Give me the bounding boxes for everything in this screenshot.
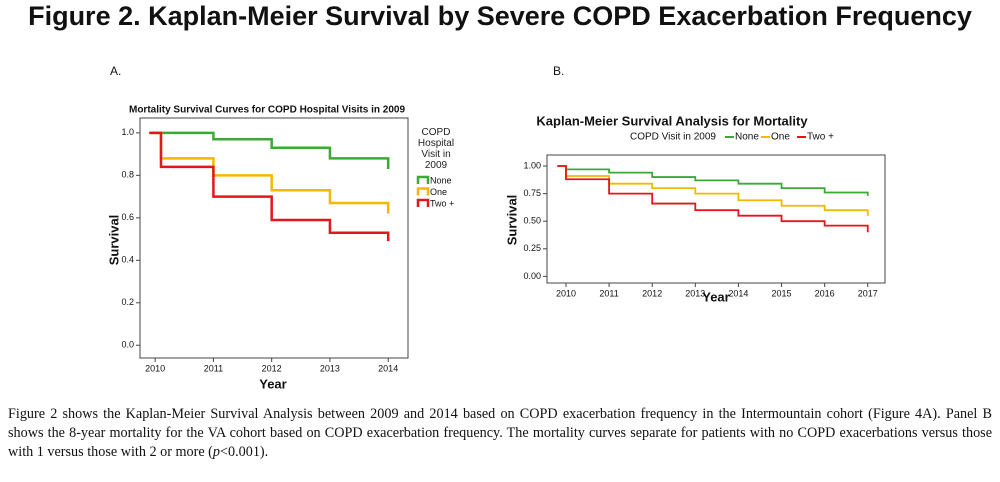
x-tick-label: 2010 — [556, 288, 576, 298]
caption: Figure 2 shows the Kaplan-Meier Survival… — [8, 405, 992, 462]
y-tick-label: 1.0 — [121, 127, 134, 137]
legend-label: One — [771, 132, 790, 143]
caption-text: Figure 2 shows the Kaplan-Meier Survival… — [8, 406, 992, 460]
survival-curve — [557, 165, 869, 216]
y-axis-label: Survival — [106, 215, 121, 266]
x-tick-label: 2011 — [204, 363, 223, 373]
y-tick-label: 0.50 — [523, 216, 541, 226]
survival-curve — [557, 165, 869, 233]
x-tick-label: 2016 — [815, 288, 835, 298]
x-tick-label: 2014 — [728, 288, 748, 298]
caption-text: <0.001). — [220, 444, 269, 460]
plot-frame — [139, 117, 409, 359]
legend-label: None — [735, 132, 759, 143]
x-tick-label: 2012 — [642, 288, 662, 298]
y-tick-label: 0.75 — [523, 188, 541, 198]
y-axis-label: Survival — [504, 195, 519, 246]
panel-label: B. — [553, 64, 564, 78]
figure-title: Figure 2. Kaplan-Meier Survival by Sever… — [28, 1, 972, 31]
legend-swatch — [416, 175, 430, 184]
y-tick-label: 0.8 — [121, 170, 134, 180]
legend-label: None — [430, 175, 452, 185]
caption-italic: p — [212, 444, 220, 460]
figure: Figure 2. Kaplan-Meier Survival by Sever… — [28, 1, 972, 391]
panel-label: A. — [110, 64, 121, 78]
survival-curve — [557, 165, 869, 196]
legend-title: COPD Visit in 2009 — [630, 132, 716, 143]
x-tick-label: 2012 — [262, 363, 282, 373]
legend-swatch — [416, 198, 430, 207]
x-axis-label: Year — [259, 376, 286, 391]
legend-title: COPD Hospital Visit in 2009 — [417, 127, 455, 171]
legend-label: Two + — [430, 198, 454, 208]
legend-label: One — [430, 187, 447, 197]
x-tick-label: 2011 — [599, 288, 618, 298]
x-tick-label: 2015 — [772, 288, 792, 298]
survival-curve — [149, 131, 390, 214]
y-tick-label: 1.00 — [523, 160, 541, 170]
x-tick-label: 2013 — [685, 288, 705, 298]
y-tick-label: 0.6 — [121, 212, 134, 222]
x-axis-label: Year — [702, 289, 729, 304]
x-tick-label: 2014 — [378, 363, 398, 373]
x-tick-label: 2010 — [145, 363, 165, 373]
plot-frame — [546, 154, 886, 284]
legend-swatch — [416, 187, 430, 196]
survival-curve — [149, 131, 390, 169]
y-tick-label: 0.25 — [523, 243, 541, 253]
x-tick-label: 2017 — [858, 288, 878, 298]
survival-curve — [149, 131, 390, 242]
y-tick-label: 0.0 — [121, 340, 134, 350]
legend-label: Two + — [807, 132, 834, 143]
chart-title: Mortality Survival Curves for COPD Hospi… — [129, 105, 405, 116]
chart-title: Kaplan-Meier Survival Analysis for Morta… — [536, 113, 808, 128]
y-tick-label: 0.4 — [121, 255, 134, 265]
y-tick-label: 0.2 — [121, 297, 134, 307]
y-tick-label: 0.00 — [523, 271, 541, 281]
x-tick-label: 2013 — [320, 363, 340, 373]
